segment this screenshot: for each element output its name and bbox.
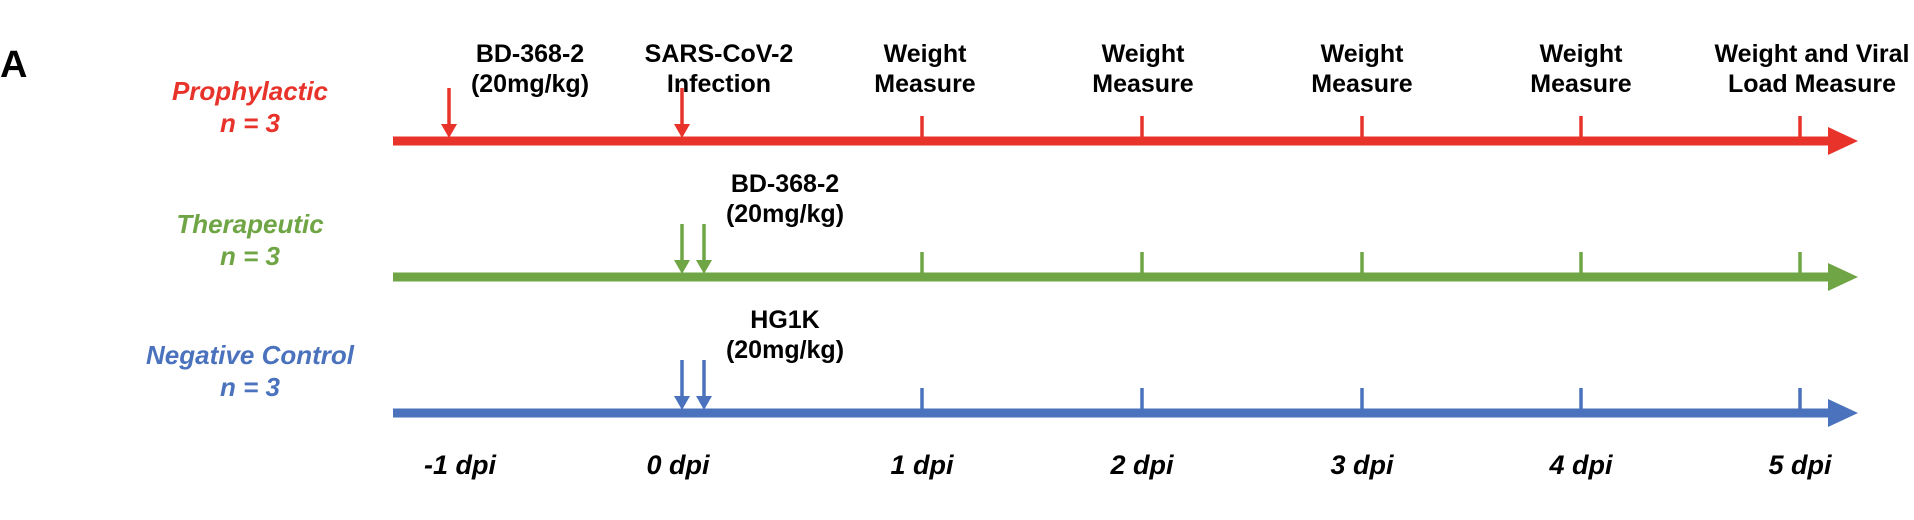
measure-label-day3-line2: Measure [1311, 70, 1413, 98]
dose-arrow-therapeutic-2-head [696, 260, 712, 274]
dose-note-negative-control-line1: HG1K [750, 306, 819, 334]
dpi-label-2: 2 dpi [1109, 450, 1174, 480]
dose-arrow-negative-control-1-head [674, 396, 690, 410]
measure-label-day2-line1: Weight [1102, 40, 1186, 68]
panel-label: A [0, 44, 27, 86]
dose-note-negative-control-line2: (20mg/kg) [726, 336, 844, 364]
measure-label-day1-line1: Weight [884, 40, 968, 68]
timeline-arrowhead-therapeutic [1828, 263, 1858, 291]
infection-note-line2: Infection [667, 70, 771, 98]
measure-label-day1-line2: Measure [874, 70, 976, 98]
measure-label-day4-line1: Weight [1540, 40, 1624, 68]
group-n-negative-control: n = 3 [220, 372, 281, 402]
dpi-label-5: 5 dpi [1768, 450, 1832, 480]
dpi-label-minus1: -1 dpi [424, 450, 496, 480]
group-name-negative-control: Negative Control [146, 340, 355, 370]
dpi-label-0: 0 dpi [646, 450, 710, 480]
group-name-therapeutic: Therapeutic [176, 209, 324, 239]
measure-label-day3-line1: Weight [1321, 40, 1405, 68]
dose-arrow-prophylactic-head [441, 124, 457, 138]
dose-note-prophylactic-line2: (20mg/kg) [471, 70, 589, 98]
infection-note-line1: SARS-CoV-2 [645, 40, 794, 68]
measure-label-day5-line1: Weight and Viral [1715, 40, 1910, 68]
measure-label-day4-line2: Measure [1530, 70, 1632, 98]
group-name-prophylactic: Prophylactic [172, 76, 329, 106]
dpi-label-3: 3 dpi [1330, 450, 1394, 480]
dose-note-therapeutic-line1: BD-368-2 [731, 170, 839, 198]
dose-note-therapeutic-line2: (20mg/kg) [726, 200, 844, 228]
timeline-arrowhead-prophylactic [1828, 127, 1858, 155]
timeline-arrowhead-negative-control [1828, 399, 1858, 427]
infection-arrow-prophylactic-head [674, 124, 690, 138]
dose-arrow-therapeutic-1-head [674, 260, 690, 274]
dose-arrow-negative-control-2-head [696, 396, 712, 410]
dose-note-prophylactic-line1: BD-368-2 [476, 40, 584, 68]
measure-label-day5-line2: Load Measure [1728, 70, 1896, 98]
group-n-prophylactic: n = 3 [220, 108, 281, 138]
dpi-label-1: 1 dpi [890, 450, 954, 480]
group-n-therapeutic: n = 3 [220, 241, 281, 271]
dpi-label-4: 4 dpi [1548, 450, 1613, 480]
measure-label-day2-line2: Measure [1092, 70, 1194, 98]
